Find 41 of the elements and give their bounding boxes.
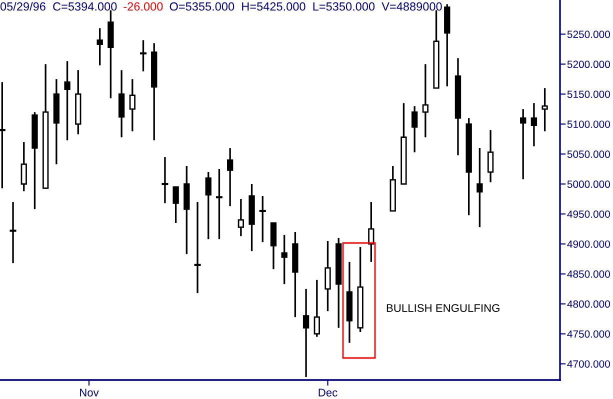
y-tick-label: 4950.000 (567, 210, 610, 218)
candlestick (530, 102, 538, 148)
candlestick (542, 87, 548, 132)
annotation: O=5355.000 H=5425.000 L=5350.000 V=4889000 (170, 2, 442, 11)
candlestick (520, 108, 526, 180)
y-tick-label: 5100.000 (567, 120, 610, 128)
candlestick (281, 234, 288, 285)
y-tick-label: 4900.000 (567, 240, 610, 248)
candlestick (270, 222, 277, 270)
x-tick-label: Dec (318, 388, 338, 396)
y-tick-label: 4700.000 (567, 360, 610, 368)
candlestick (302, 288, 310, 378)
annotation: -26.000 (124, 2, 163, 11)
candlestick (172, 186, 179, 224)
candlestick (422, 63, 429, 138)
annotation: BULLISH ENGULFING (386, 304, 500, 312)
candlestick (476, 147, 483, 228)
candlestick (0, 81, 6, 190)
candlestick (226, 147, 234, 208)
candlestick (64, 60, 70, 142)
candlestick (324, 240, 331, 312)
y-tick-label: 5000.000 (567, 180, 610, 188)
candlestick (238, 198, 244, 237)
candlestick (487, 129, 494, 184)
candlestick (96, 27, 103, 66)
candlestick (411, 105, 418, 154)
candlestick (118, 69, 125, 138)
y-tick-label: 5200.000 (567, 60, 610, 68)
y-tick-label: 5050.000 (567, 150, 610, 158)
y-tick-label: 5250.000 (567, 30, 610, 38)
y-tick-label: 4800.000 (567, 300, 610, 308)
y-tick-label: 5150.000 (567, 90, 610, 98)
candlestick (20, 141, 27, 192)
y-tick-label: 4850.000 (567, 270, 610, 278)
candlestick (314, 279, 320, 338)
y-tick-label: 4750.000 (567, 330, 610, 338)
candlestick (205, 171, 212, 240)
x-tick-label: Nov (80, 388, 99, 396)
candlestick (129, 78, 136, 132)
candlestick (368, 201, 374, 263)
annotation: 05/29/96 C=5394.000 (0, 2, 117, 11)
